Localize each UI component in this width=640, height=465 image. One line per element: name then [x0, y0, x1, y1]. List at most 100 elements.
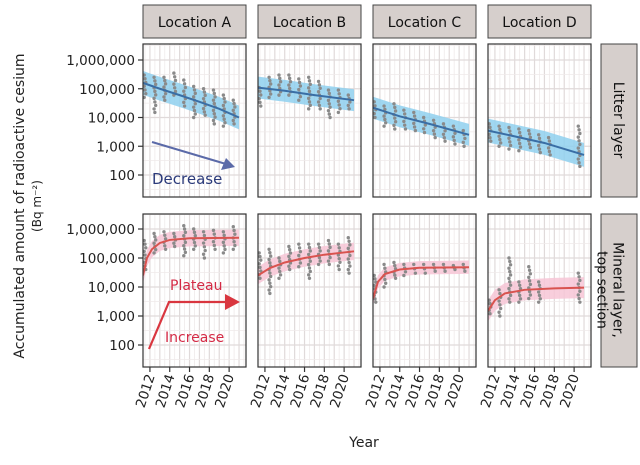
data-point	[212, 91, 216, 96]
data-point	[318, 107, 322, 111]
data-point	[212, 112, 216, 116]
data-point	[153, 100, 157, 104]
data-point	[337, 246, 341, 250]
data-point	[373, 100, 376, 104]
data-point	[413, 271, 418, 275]
data-point	[328, 245, 332, 250]
data-point	[327, 112, 331, 116]
data-point	[537, 283, 542, 287]
data-point	[421, 262, 426, 267]
panel-border	[142, 43, 247, 198]
data-point	[337, 103, 341, 107]
data-point	[259, 104, 263, 108]
data-point	[278, 259, 282, 264]
data-point	[144, 246, 148, 250]
data-point	[327, 262, 331, 267]
data-point	[536, 133, 541, 137]
data-point	[403, 127, 408, 131]
data-point	[308, 103, 312, 108]
data-point	[508, 293, 513, 298]
data-point	[172, 82, 176, 86]
data-point	[489, 139, 493, 143]
data-point	[326, 238, 331, 243]
data-point	[431, 118, 436, 122]
facet-header-label: Location C	[388, 15, 462, 31]
data-point	[518, 297, 523, 301]
data-point	[268, 261, 272, 265]
data-point	[546, 146, 551, 150]
facet-header-bg	[257, 4, 362, 39]
data-point	[192, 108, 197, 113]
data-point	[327, 102, 331, 106]
row-strip-label-line: Mineral layer,	[609, 242, 625, 338]
data-point	[201, 252, 206, 256]
data-point	[461, 140, 465, 145]
data-point	[306, 107, 311, 111]
data-point	[182, 227, 187, 231]
data-point	[413, 128, 418, 133]
data-point	[163, 82, 168, 86]
data-point	[298, 84, 303, 88]
data-point	[233, 232, 237, 236]
data-point	[277, 266, 281, 270]
data-point	[153, 79, 157, 83]
data-point	[336, 242, 341, 246]
data-point	[326, 108, 331, 113]
data-point	[508, 300, 512, 304]
data-point	[402, 119, 406, 124]
data-point	[287, 248, 292, 252]
data-point	[287, 264, 291, 268]
confidence-band	[143, 229, 240, 284]
data-point	[412, 125, 417, 129]
data-point	[258, 89, 262, 93]
data-point	[402, 112, 407, 116]
data-point	[383, 281, 388, 285]
data-point	[182, 254, 186, 258]
panel-border	[487, 43, 592, 198]
panel-border	[142, 213, 247, 368]
data-point	[153, 82, 158, 87]
data-point	[338, 260, 342, 264]
data-point	[153, 103, 158, 108]
data-point	[211, 239, 216, 244]
data-point	[578, 131, 582, 136]
data-point	[497, 299, 501, 303]
data-point	[317, 83, 322, 87]
data-point	[201, 230, 206, 234]
data-point	[182, 100, 186, 105]
data-point	[488, 136, 492, 140]
data-point	[222, 117, 226, 121]
data-point	[258, 262, 261, 266]
data-point	[182, 104, 187, 108]
data-point	[287, 83, 291, 87]
data-point	[287, 254, 291, 259]
panel-border	[257, 213, 362, 368]
data-point	[507, 297, 511, 301]
data-point	[328, 115, 332, 120]
confidence-band	[488, 118, 585, 167]
data-point	[212, 232, 216, 236]
data-point	[488, 312, 492, 316]
data-point	[172, 71, 176, 75]
panel	[488, 44, 591, 197]
data-point	[443, 139, 447, 143]
panel-series	[143, 70, 240, 130]
data-point	[153, 89, 157, 94]
data-point	[268, 254, 273, 258]
data-point	[232, 240, 236, 244]
data-point	[383, 117, 387, 122]
data-point	[306, 96, 311, 101]
data-point	[338, 107, 342, 111]
data-point	[383, 121, 388, 125]
data-point	[163, 98, 167, 102]
data-point	[318, 249, 322, 253]
data-point	[527, 128, 531, 133]
data-point	[488, 301, 492, 306]
data-point	[297, 87, 301, 92]
data-point	[212, 243, 216, 248]
fit-line	[258, 86, 355, 102]
data-point	[162, 230, 166, 234]
data-point	[528, 282, 533, 287]
data-point	[348, 253, 352, 258]
data-point	[287, 73, 291, 77]
